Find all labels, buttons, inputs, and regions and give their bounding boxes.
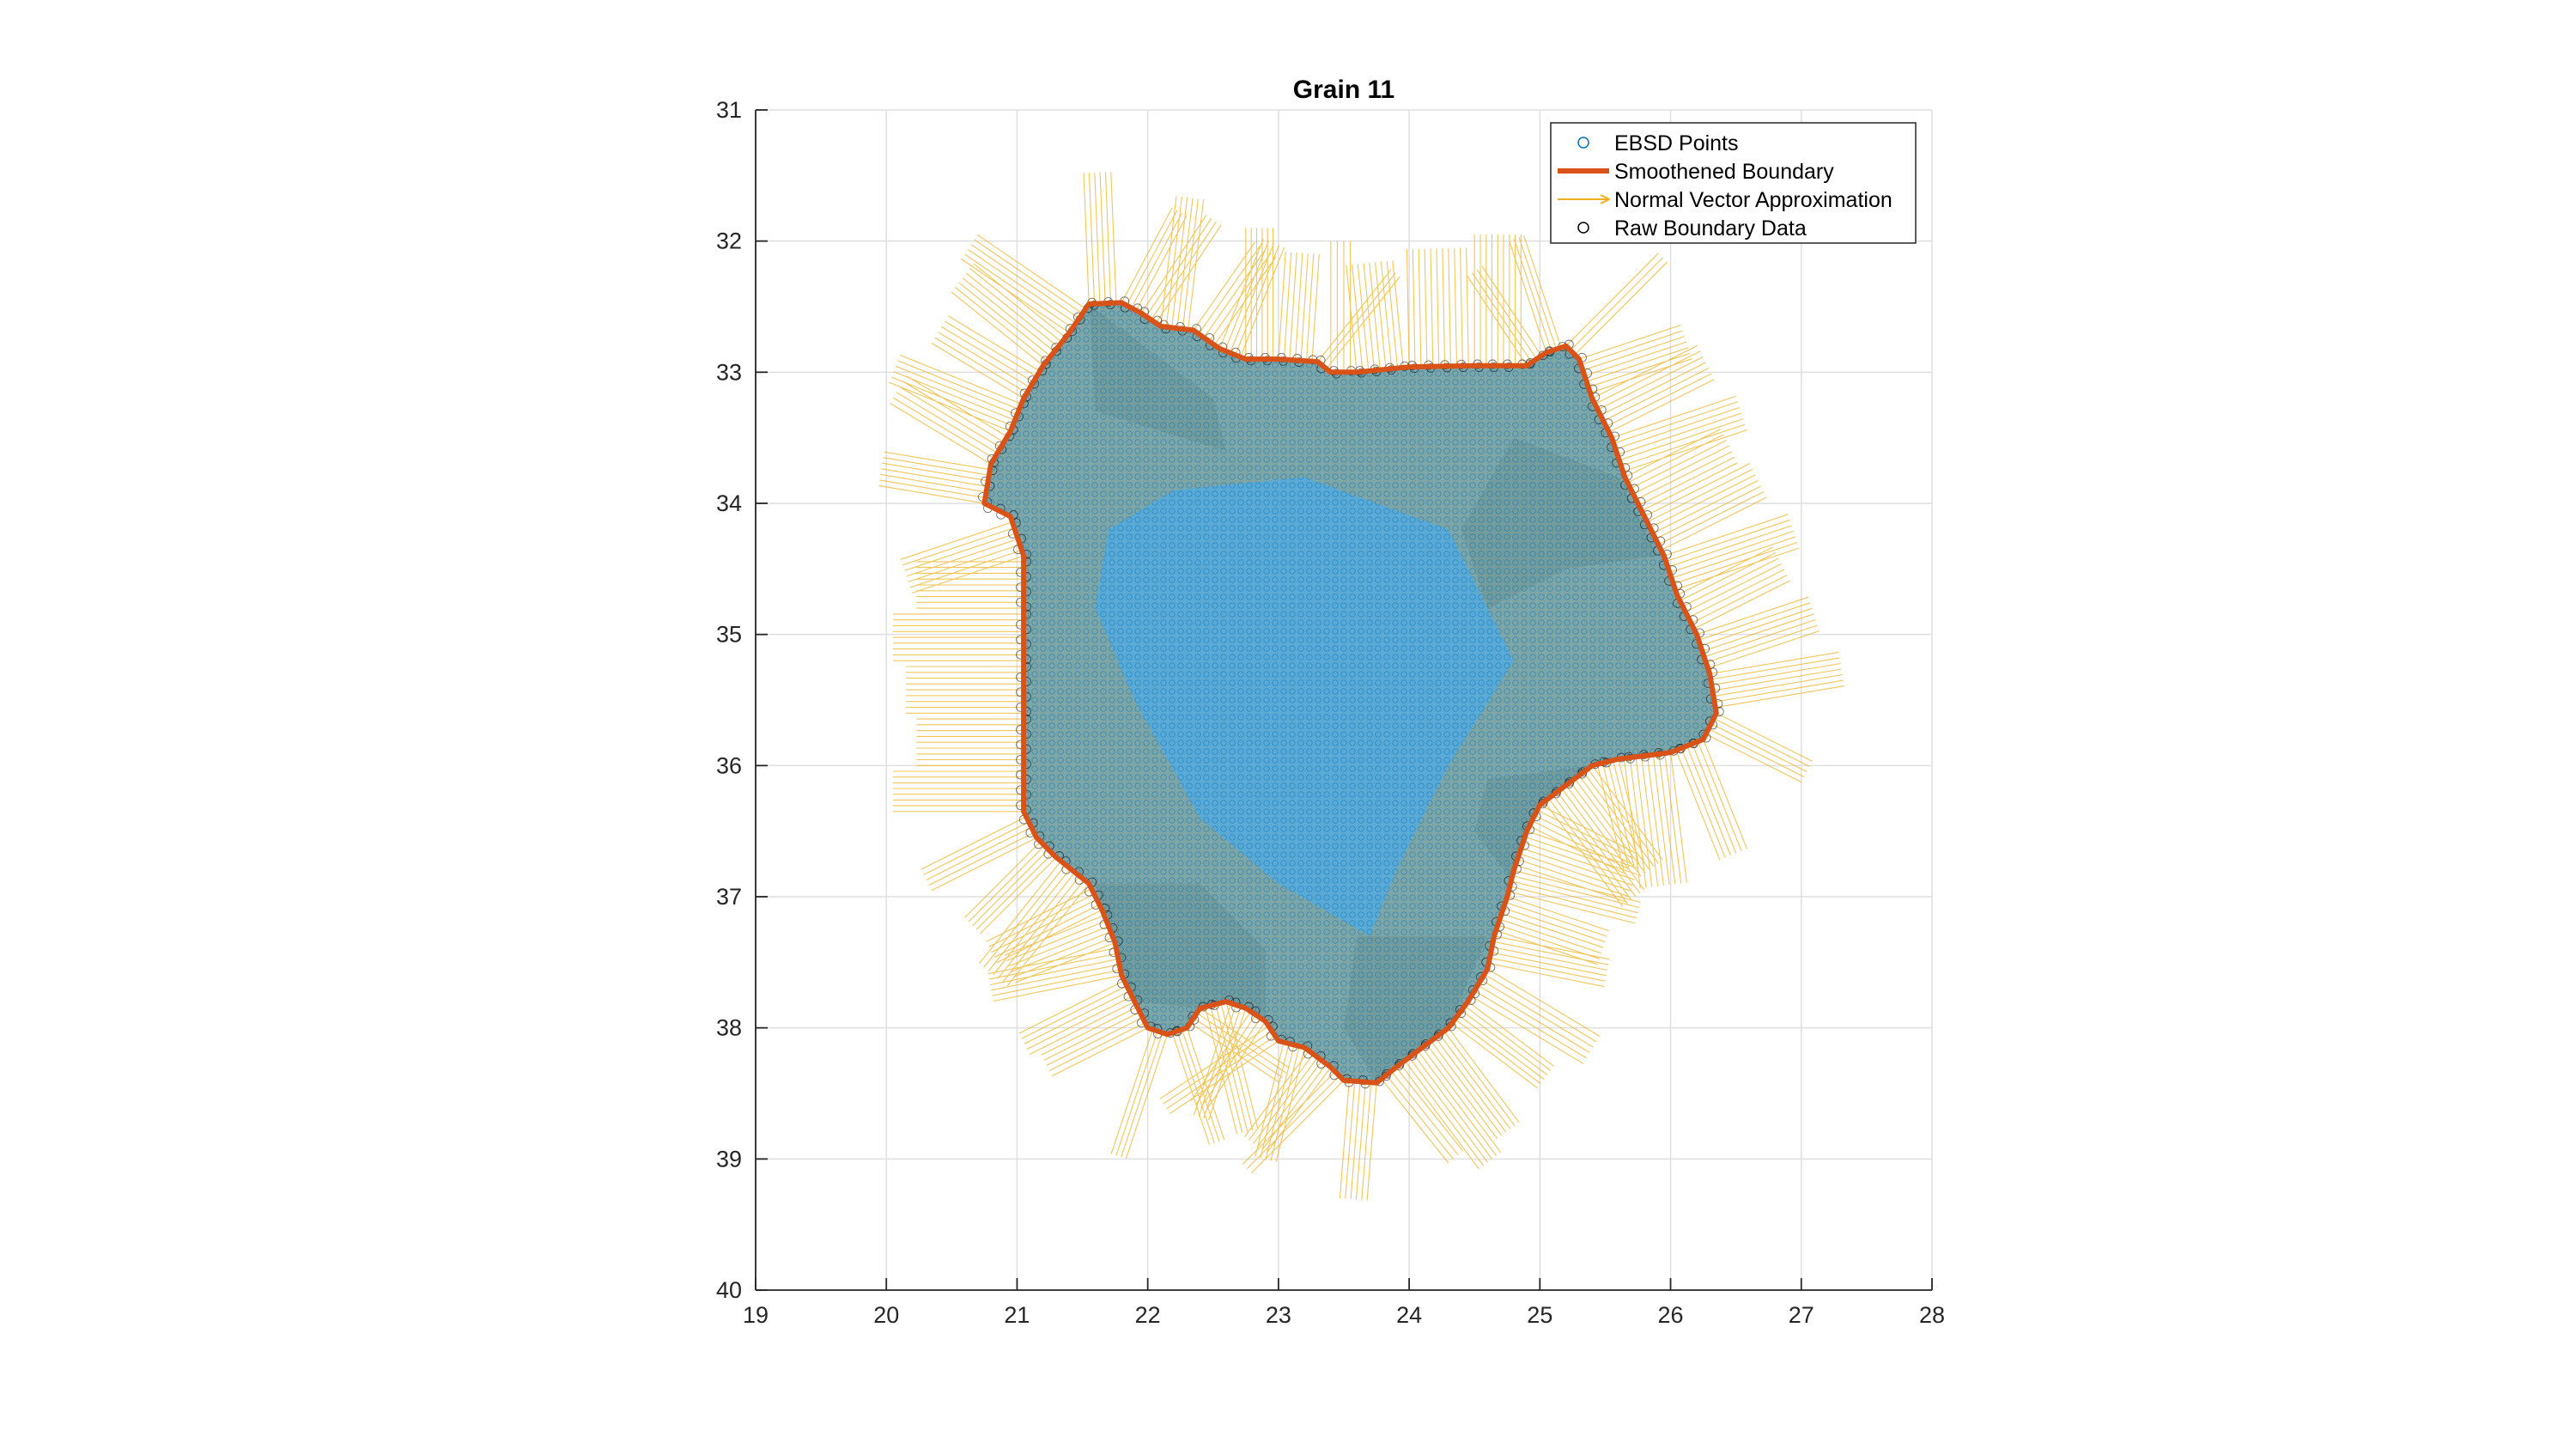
- legend-label: Normal Vector Approximation: [1614, 188, 1893, 212]
- ebsd-points: [984, 302, 1716, 1083]
- chart-title: Grain 11: [1293, 76, 1394, 104]
- legend-label: Smoothened Boundary: [1614, 160, 1834, 184]
- smoothened-boundary: [981, 300, 1719, 1086]
- x-tick-label: 23: [1266, 1302, 1291, 1328]
- x-tick-label: 20: [873, 1302, 899, 1328]
- y-tick-label: 36: [716, 752, 742, 778]
- legend-symbol: [1577, 137, 1589, 149]
- boundary-layer: [977, 296, 1724, 1089]
- legend-symbol: [1558, 194, 1612, 204]
- x-tick-label: 21: [1004, 1302, 1030, 1328]
- x-tick-label: 24: [1396, 1302, 1422, 1328]
- y-tick-label: 31: [716, 97, 742, 123]
- grain-interior: [984, 302, 1716, 1083]
- x-tick-label: 25: [1527, 1302, 1552, 1328]
- y-tick-label: 35: [716, 622, 742, 648]
- legend-label: Raw Boundary Data: [1614, 216, 1807, 240]
- y-tick-label: 33: [716, 359, 742, 385]
- x-tick-label: 26: [1658, 1302, 1684, 1328]
- legend-box: [1550, 122, 1917, 244]
- y-tick-label: 32: [716, 228, 742, 254]
- legend-symbol: [1577, 222, 1589, 234]
- legend: EBSD Points Smoothened Boundary Normal Vec…: [1550, 122, 1917, 244]
- x-tick-label: 27: [1789, 1302, 1814, 1328]
- y-tick-label: 34: [716, 490, 742, 516]
- y-tick-label: 38: [716, 1015, 742, 1041]
- x-tick-label: 19: [743, 1302, 769, 1328]
- y-tick-label: 39: [716, 1146, 742, 1172]
- x-tick-label: 28: [1919, 1302, 1945, 1328]
- axes: 19 20 21 22 23 24 25 26 27 28 31 32 33 34 35 36 37 38 39 40: [716, 97, 1945, 1328]
- legend-label: EBSD Points: [1614, 131, 1739, 155]
- x-tick-label: 22: [1135, 1302, 1161, 1328]
- y-tick-label: 37: [716, 884, 742, 910]
- y-tick-label: 40: [716, 1277, 742, 1303]
